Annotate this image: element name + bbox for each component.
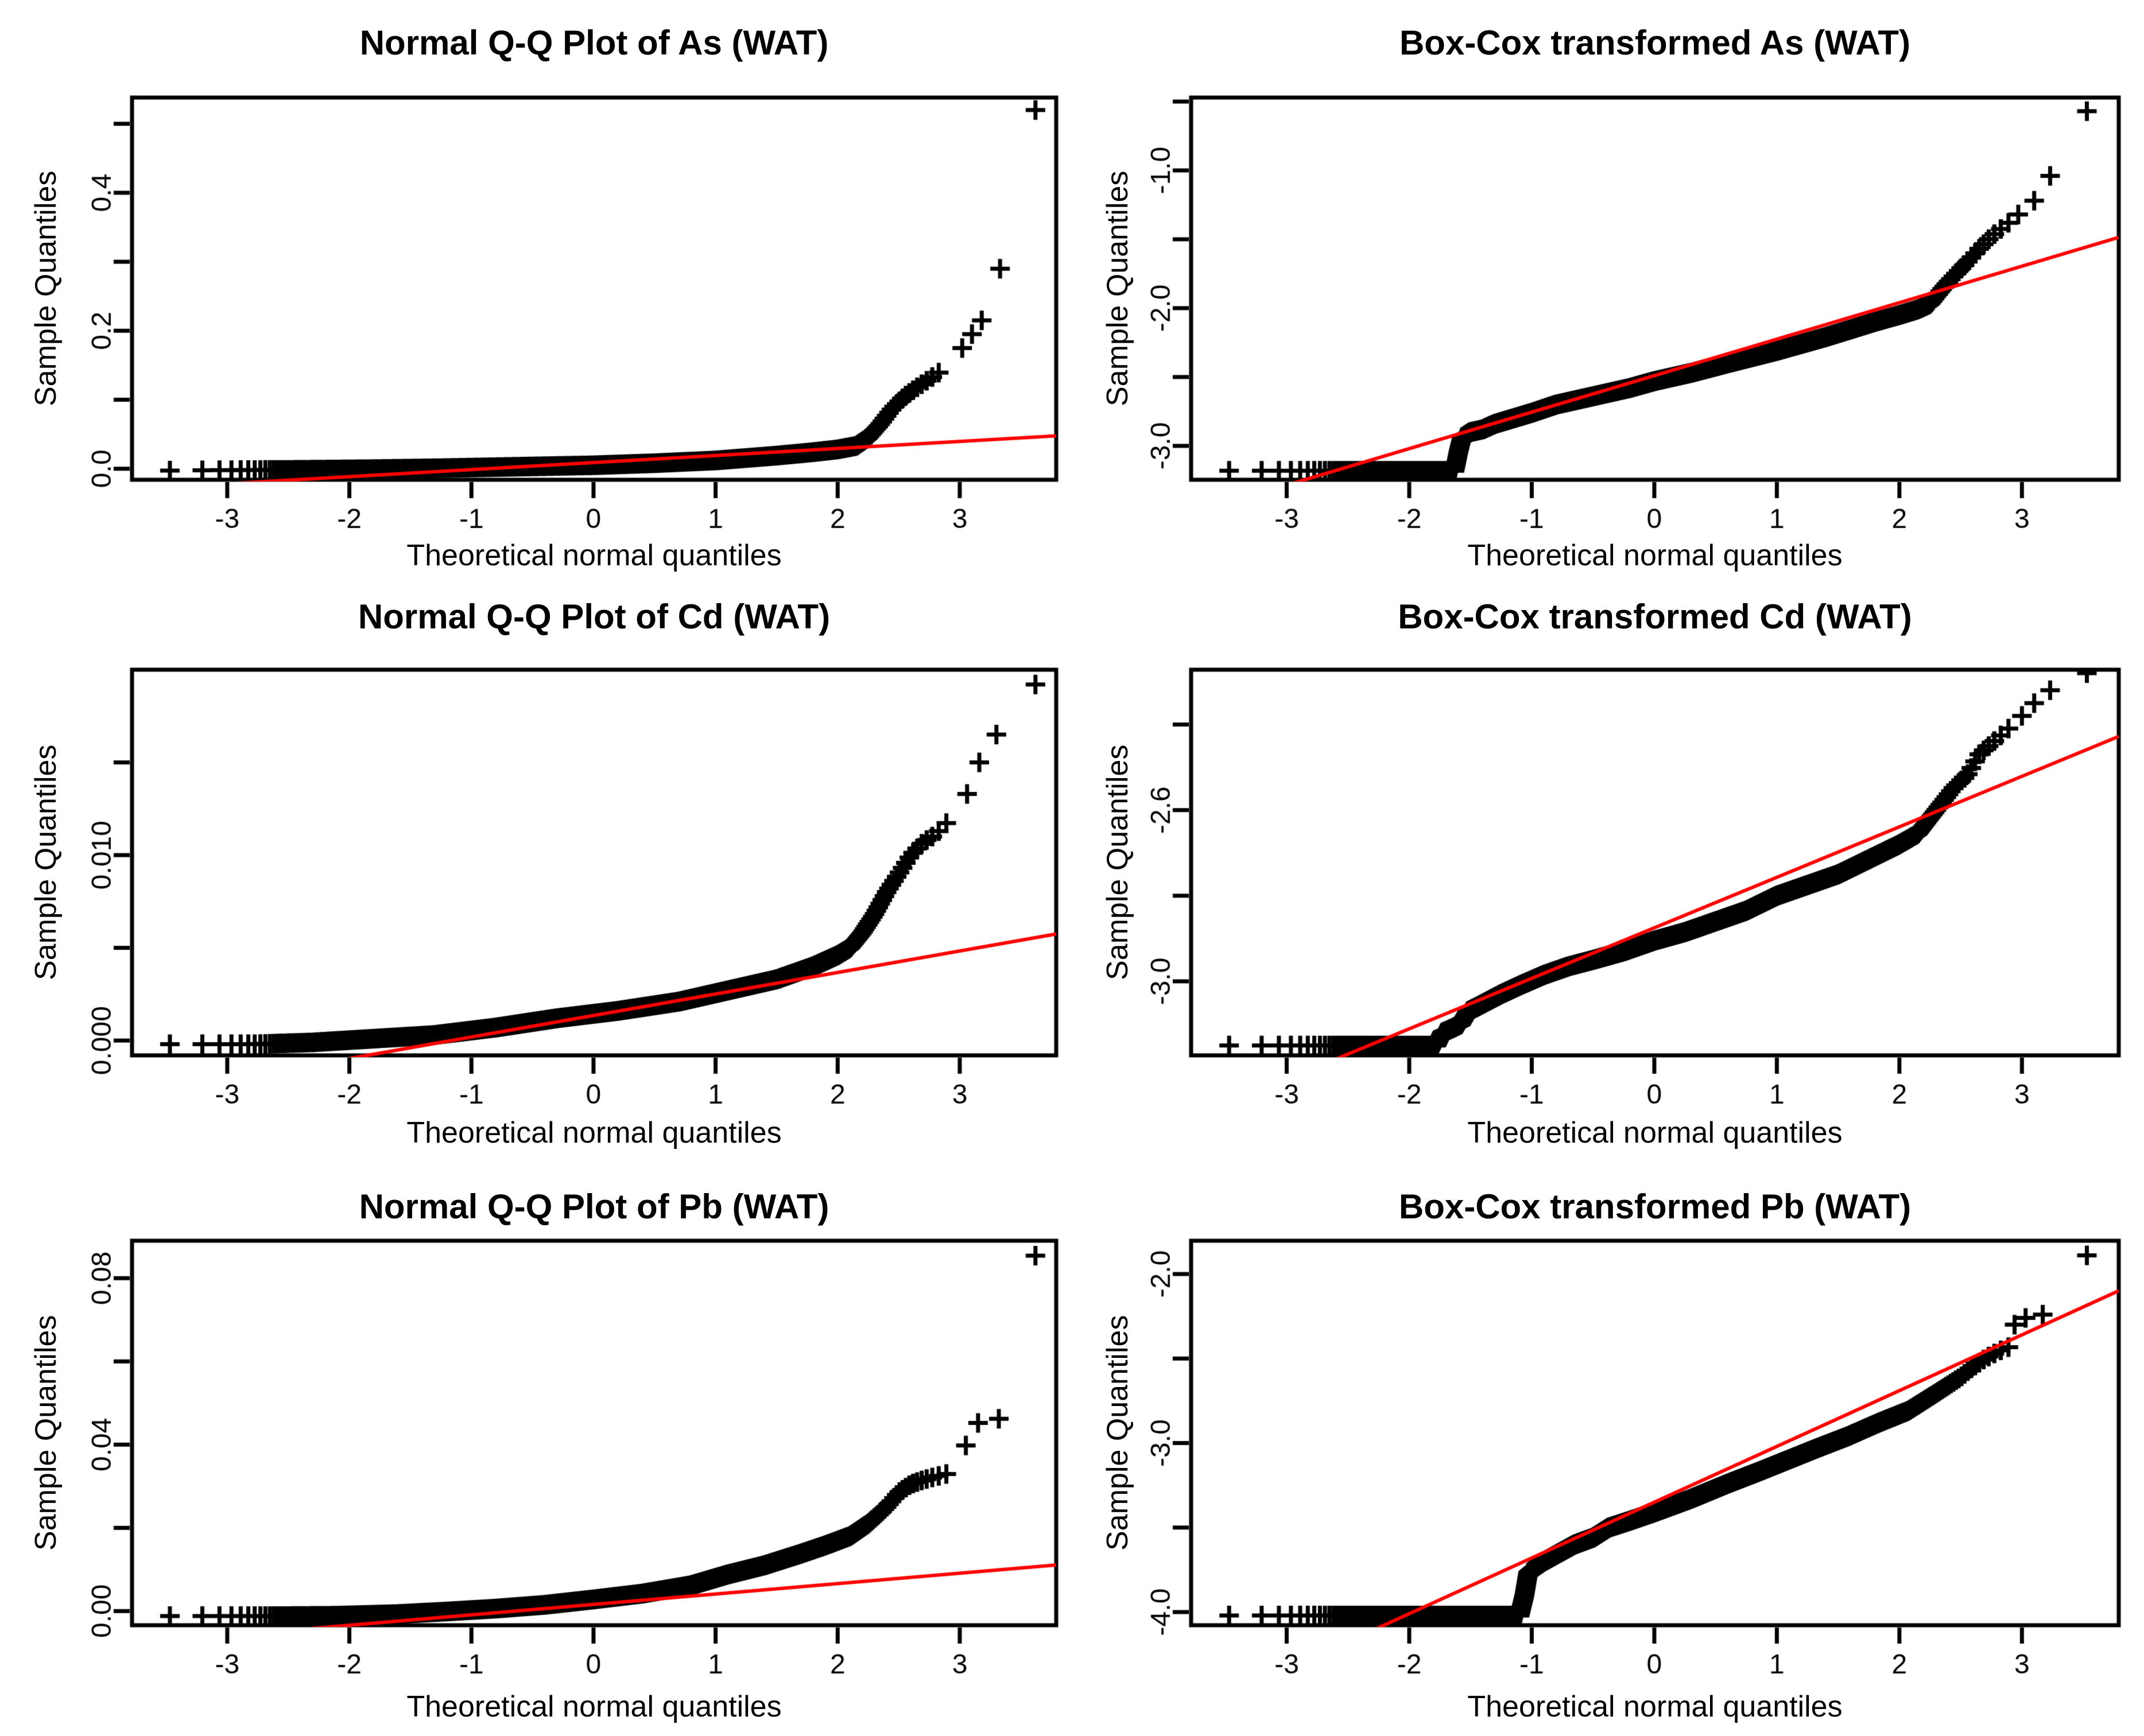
plot-pb-boxcox: Box-Cox transformed Pb (WAT) Sample Quan… xyxy=(1072,1157,2144,1736)
x-axis-title: Theoretical normal quantiles xyxy=(1467,1690,1843,1723)
plot-title: Box-Cox transformed Pb (WAT) xyxy=(1398,1187,1912,1226)
y-axis-title: Sample Quantiles xyxy=(1101,1315,1134,1551)
y-axis-title: Sample Quantiles xyxy=(1101,170,1134,407)
plot-as-boxcox: Box-Cox transformed As (WAT) Sample Quan… xyxy=(1072,0,2144,578)
x-axis-title: Theoretical normal quantiles xyxy=(406,1116,782,1149)
plot-area-canvas xyxy=(1072,1157,2144,1736)
plot-cd-raw: Normal Q-Q Plot of Cd (WAT) Sample Quant… xyxy=(0,578,1072,1157)
x-axis-title: Theoretical normal quantiles xyxy=(406,1690,782,1723)
plot-area-canvas xyxy=(0,0,1072,578)
plot-title: Box-Cox transformed As (WAT) xyxy=(1399,24,1911,62)
y-axis-title: Sample Quantiles xyxy=(29,170,63,407)
y-axis-title: Sample Quantiles xyxy=(29,744,63,981)
y-axis-title: Sample Quantiles xyxy=(1101,744,1134,981)
plot-area-canvas xyxy=(0,1157,1072,1736)
plot-title: Normal Q-Q Plot of Cd (WAT) xyxy=(358,597,831,636)
x-axis-title: Theoretical normal quantiles xyxy=(1467,539,1843,572)
plot-area-canvas xyxy=(1072,578,2144,1157)
plot-title: Box-Cox transformed Cd (WAT) xyxy=(1398,597,1912,636)
plot-cd-boxcox: Box-Cox transformed Cd (WAT) Sample Quan… xyxy=(1072,578,2144,1157)
plot-title: Normal Q-Q Plot of As (WAT) xyxy=(359,24,829,62)
plot-as-raw: Normal Q-Q Plot of As (WAT) Sample Quant… xyxy=(0,0,1072,578)
x-axis-title: Theoretical normal quantiles xyxy=(1467,1116,1843,1149)
plot-area-canvas xyxy=(0,578,1072,1157)
y-axis-title: Sample Quantiles xyxy=(29,1315,63,1551)
x-axis-title: Theoretical normal quantiles xyxy=(406,539,782,572)
plot-title: Normal Q-Q Plot of Pb (WAT) xyxy=(359,1187,829,1226)
plot-area-canvas xyxy=(1072,0,2144,578)
plot-pb-raw: Normal Q-Q Plot of Pb (WAT) Sample Quant… xyxy=(0,1157,1072,1736)
